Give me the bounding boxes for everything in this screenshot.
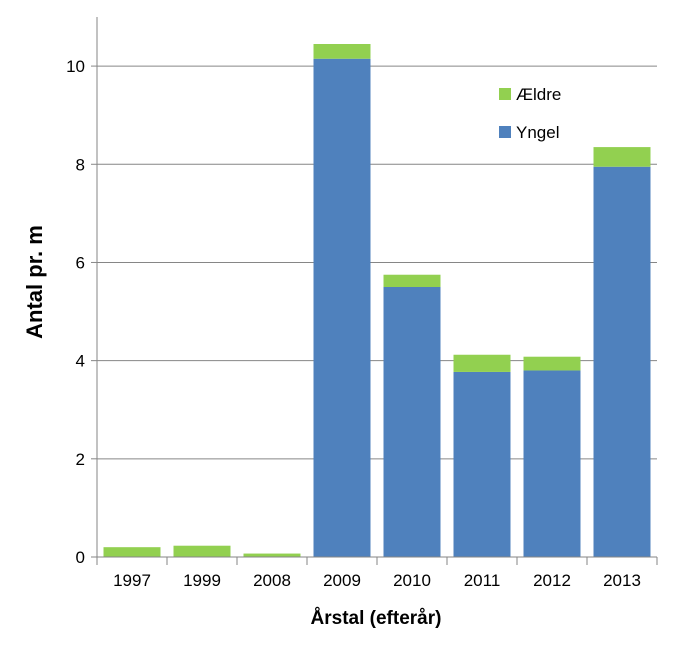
bar-aeldre-1997	[103, 547, 161, 557]
y-tick-label: 4	[76, 352, 85, 371]
y-tick-label: 8	[76, 155, 85, 174]
y-axis-title: Antal pr. m	[22, 225, 47, 339]
bar-aeldre-2013	[593, 147, 651, 167]
y-tick-labels: 0 2 4 6 8 10	[66, 57, 85, 567]
bar-yngel-2011	[453, 371, 511, 557]
legend: Ældre Yngel	[499, 85, 561, 142]
bar-yngel-2009	[313, 58, 371, 558]
x-tick-label: 1999	[183, 571, 221, 590]
bar-aeldre-2008	[243, 553, 301, 557]
legend-label-yngel: Yngel	[516, 123, 559, 142]
y-tick-label: 10	[66, 57, 85, 76]
y-tick-label: 6	[76, 253, 85, 272]
y-tick-label: 0	[76, 548, 85, 567]
x-tick-label: 2012	[533, 571, 571, 590]
legend-swatch-aeldre	[499, 88, 511, 100]
y-tick-label: 2	[76, 450, 85, 469]
bar-yngel-2013	[593, 166, 651, 557]
x-tick-label: 2013	[603, 571, 641, 590]
bar-aeldre-2011	[453, 354, 511, 372]
bar-aeldre-1999	[173, 545, 231, 557]
bar-aeldre-2010	[383, 274, 441, 287]
x-tick-labels: 1997 1999 2008 2009 2010 2011 2012 2013	[113, 571, 641, 590]
x-axis-title: Årstal (efterår)	[311, 608, 442, 629]
x-tick-label: 2009	[323, 571, 361, 590]
x-tick-label: 2010	[393, 571, 431, 590]
bar-yngel-2012	[523, 370, 581, 557]
x-tick-label: 1997	[113, 571, 151, 590]
legend-swatch-yngel	[499, 126, 511, 138]
bar-aeldre-2009	[313, 44, 371, 59]
bar-aeldre-2012	[523, 356, 581, 371]
legend-label-aeldre: Ældre	[516, 85, 561, 104]
x-tick-label: 2011	[464, 571, 501, 590]
bars	[103, 44, 651, 558]
bar-yngel-2010	[383, 287, 441, 557]
axes	[91, 17, 658, 565]
x-tick-label: 2008	[253, 571, 291, 590]
